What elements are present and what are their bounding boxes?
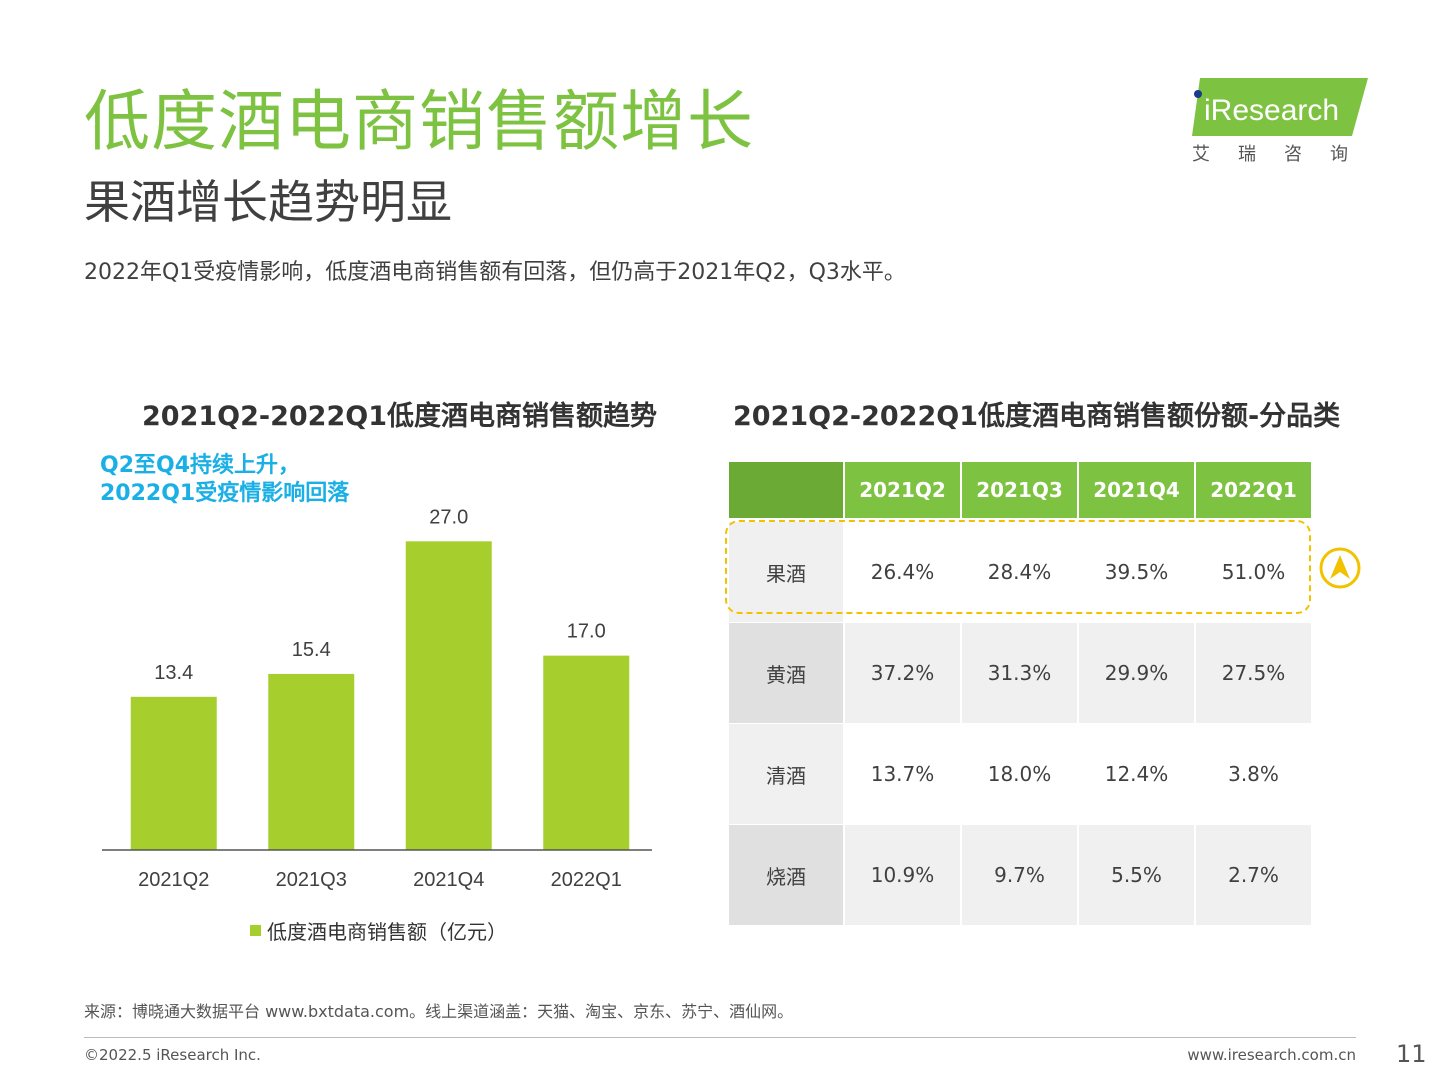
x-tick-label: 2021Q2 — [138, 869, 209, 891]
table-row: 烧酒 10.9% 9.7% 5.5% 2.7% — [729, 825, 1312, 925]
table-row: 清酒 13.7% 18.0% 12.4% 3.8% — [729, 724, 1312, 824]
chart-legend: 低度酒电商销售额（亿元） — [250, 916, 507, 945]
website-link[interactable]: www.iresearch.com.cn — [1187, 1046, 1356, 1064]
table-cell: 10.9% — [845, 825, 960, 925]
bar-2022Q1 — [543, 655, 630, 850]
page-subtitle: 果酒增长趋势明显 — [84, 175, 452, 229]
table-header-cell: 2022Q1 — [1196, 462, 1311, 518]
table-header-corner — [729, 462, 843, 518]
logo-brand-text: iResearch — [1204, 94, 1339, 127]
logo-dot — [1194, 90, 1202, 98]
table-header-cell: 2021Q3 — [962, 462, 1077, 518]
bar-2021Q3 — [268, 673, 355, 850]
table-row-category: 果酒 — [729, 522, 843, 622]
table-cell: 5.5% — [1079, 825, 1194, 925]
page-title: 低度酒电商销售额增长 — [84, 83, 754, 160]
bar-2021Q4 — [405, 541, 492, 850]
logo-chinese-text: 艾瑞咨询 — [1192, 144, 1376, 165]
chart-annotation: Q2至Q4持续上升， 2022Q1受疫情影响回落 — [100, 452, 349, 508]
source-note: 来源：博晓通大数据平台 www.bxtdata.com。线上渠道涵盖：天猫、淘宝… — [84, 1002, 794, 1021]
legend-swatch — [250, 925, 261, 936]
iresearch-logo: iResearch — [1192, 78, 1368, 136]
bar-value-label: 17.0 — [567, 621, 606, 643]
up-arrow-icon — [1319, 547, 1361, 589]
page-number: 11 — [1396, 1040, 1427, 1068]
page-description: 2022年Q1受疫情影响，低度酒电商销售额有回落，但仍高于2021年Q2，Q3水… — [84, 260, 906, 285]
bar-value-label: 13.4 — [154, 662, 193, 684]
table-cell: 51.0% — [1196, 522, 1311, 622]
table-header-cell: 2021Q2 — [845, 462, 960, 518]
table-cell: 9.7% — [962, 825, 1077, 925]
table-row: 果酒 26.4% 28.4% 39.5% 51.0% — [729, 522, 1312, 622]
table-cell: 31.3% — [962, 623, 1077, 723]
table-header-row: 2021Q2 2021Q3 2021Q4 2022Q1 — [729, 462, 1312, 518]
legend-label: 低度酒电商销售额（亿元） — [267, 920, 507, 944]
table-cell: 29.9% — [1079, 623, 1194, 723]
x-tick-label: 2021Q3 — [276, 869, 347, 891]
copyright: ©2022.5 iResearch Inc. — [84, 1046, 261, 1064]
table-header-cell: 2021Q4 — [1079, 462, 1194, 518]
table-cell: 13.7% — [845, 724, 960, 824]
bar-chart-title: 2021Q2-2022Q1低度酒电商销售额趋势 — [142, 401, 657, 432]
table-cell: 18.0% — [962, 724, 1077, 824]
table-cell: 27.5% — [1196, 623, 1311, 723]
annotation-line-1: Q2至Q4持续上升， — [100, 453, 301, 478]
table-row-category: 黄酒 — [729, 623, 843, 723]
table-row-category: 清酒 — [729, 724, 843, 824]
table-cell: 39.5% — [1079, 522, 1194, 622]
table-row: 黄酒 37.2% 31.3% 29.9% 27.5% — [729, 623, 1312, 723]
table-cell: 3.8% — [1196, 724, 1311, 824]
highlight-row-frame — [725, 520, 1311, 614]
x-tick-label: 2021Q4 — [413, 869, 484, 891]
footer-divider — [84, 1037, 1356, 1038]
bar-chart: 13.4 2021Q2 15.4 2021Q3 27.0 2021Q4 17.0 2022Q1 — [102, 506, 652, 891]
table-cell: 37.2% — [845, 623, 960, 723]
table-cell: 12.4% — [1079, 724, 1194, 824]
bar-value-label: 15.4 — [292, 639, 331, 661]
table-cell: 2.7% — [1196, 825, 1311, 925]
table-row-category: 烧酒 — [729, 825, 843, 925]
x-tick-label: 2022Q1 — [551, 869, 622, 891]
table-title: 2021Q2-2022Q1低度酒电商销售额份额-分品类 — [733, 401, 1341, 432]
bar-value-label: 27.0 — [429, 506, 468, 528]
bar-2021Q2 — [130, 696, 217, 850]
logo-banner — [1192, 78, 1368, 136]
annotation-line-2: 2022Q1受疫情影响回落 — [100, 481, 350, 506]
table-cell: 28.4% — [962, 522, 1077, 622]
table-cell: 26.4% — [845, 522, 960, 622]
